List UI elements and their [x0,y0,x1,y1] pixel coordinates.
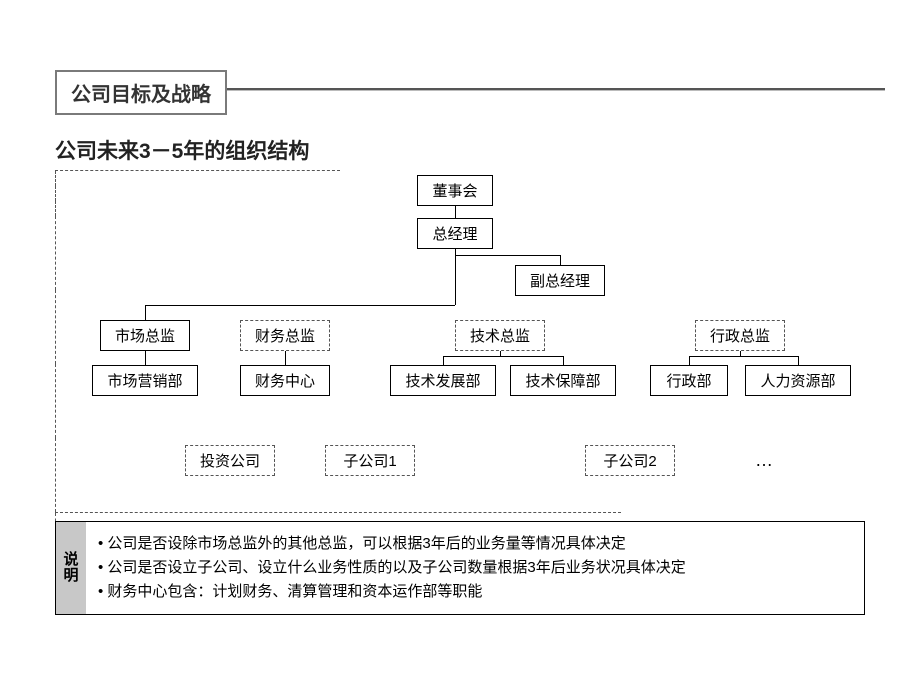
edge [55,364,56,438]
node-tech-dir: 技术总监 [455,320,545,351]
notes-label: 说 明 [56,522,86,614]
header-box: 公司目标及战略 [55,70,227,115]
note-item: 公司是否设除市场总监外的其他总监，可以根据3年后的业务量等情况具体决定 [98,532,852,556]
edge [145,305,455,306]
subtitle: 公司未来3－5年的组织结构 [55,135,309,165]
node-sub2: 子公司2 [585,445,675,476]
notes-label-char1: 说 [63,552,78,569]
note-item: 财务中心包含：计划财务、清算管理和资本运作部等职能 [98,580,852,604]
edge [689,356,690,365]
node-hr-dept: 人力资源部 [745,365,851,396]
notes-panel: 说 明 公司是否设除市场总监外的其他总监，可以根据3年后的业务量等情况具体决定 … [55,521,865,615]
node-admin-dir: 行政总监 [695,320,785,351]
node-mkt-dir: 市场总监 [100,320,190,351]
edge [55,512,621,513]
edge [55,186,56,201]
notes-label-char2: 明 [63,568,78,585]
edge [798,356,799,365]
edge [560,255,561,265]
node-fin-center: 财务中心 [240,365,330,396]
node-invest-co: 投资公司 [185,445,275,476]
edge [55,171,56,186]
edge [55,170,340,171]
edge [455,255,560,256]
note-item: 公司是否设立子公司、设立什么业务性质的以及子公司数量根据3年后业务状况具体决定 [98,556,852,580]
edge [55,216,56,290]
node-dgm: 副总经理 [515,265,605,296]
node-admin-dept: 行政部 [650,365,728,396]
node-mkt-dept: 市场营销部 [92,365,198,396]
ellipsis: … [755,450,773,471]
header-rule [190,88,885,91]
node-tech-sup: 技术保障部 [510,365,616,396]
edge [55,290,56,364]
org-chart: 董事会 总经理 副总经理 市场总监 财务总监 技术总监 行政总监 市场营销部 财… [55,170,865,470]
edge [455,244,456,305]
node-fin-dir: 财务总监 [240,320,330,351]
notes-body: 公司是否设除市场总监外的其他总监，可以根据3年后的业务量等情况具体决定 公司是否… [86,522,864,614]
node-gm: 总经理 [417,218,493,249]
node-sub1: 子公司1 [325,445,415,476]
node-board: 董事会 [417,175,493,206]
edge [563,356,564,365]
edge [145,305,146,320]
node-tech-dev: 技术发展部 [390,365,496,396]
edge [443,356,444,365]
edge [55,201,56,216]
edge [55,438,56,512]
edge [443,356,563,357]
edge [689,356,798,357]
